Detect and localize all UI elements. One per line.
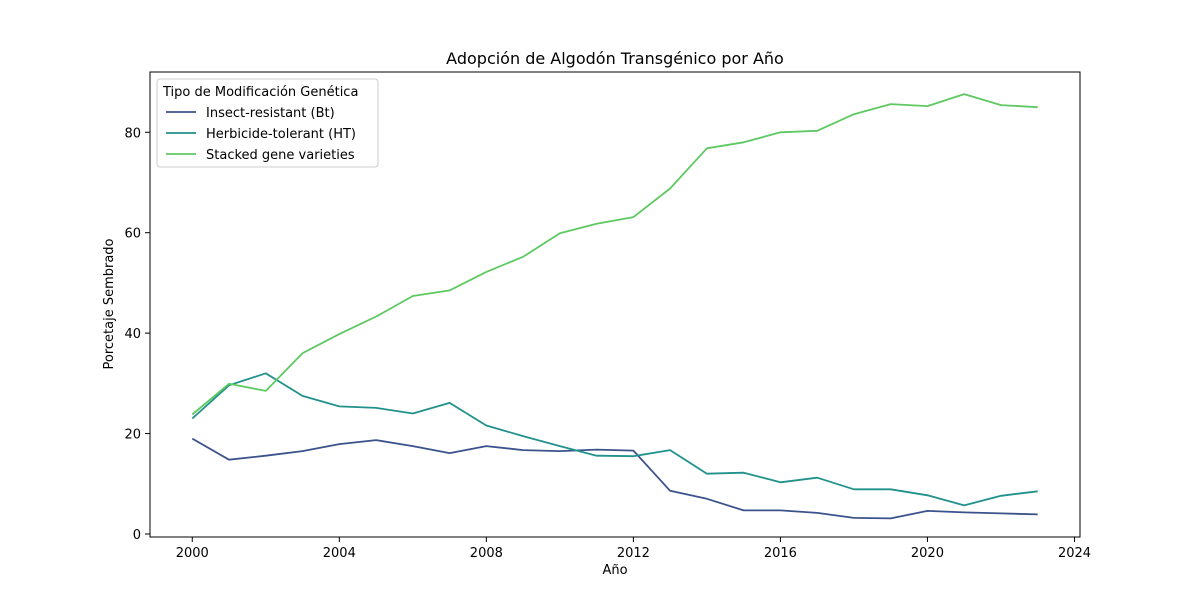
y-tick-label: 20 [124,428,141,443]
series-line-1 [191,437,1038,520]
y-axis-label: Porcetaje Sembrado [102,238,117,369]
series-line-2 [191,372,1038,507]
x-axis: 2000 2004 2008 2012 2016 2020 2024 [176,537,1091,561]
legend-entry-label: Insect-resistant (Bt) [206,106,335,121]
x-axis-label: Año [602,563,627,578]
x-tick-label: 2020 [911,546,944,561]
legend-entry-label: Herbicide-tolerant (HT) [206,127,356,142]
y-tick-label: 80 [124,126,141,141]
x-tick-label: 2000 [176,546,209,561]
legend-box [156,78,379,168]
x-tick-label: 2008 [470,546,503,561]
y-tick-label: 60 [124,227,141,242]
legend-entry-label: Stacked gene varieties [206,148,355,163]
legend-title: Tipo de Modificación Genética [162,85,358,100]
y-axis: 0 20 40 60 80 [124,126,150,543]
axes-frame [149,71,1081,538]
chart-title: Adopción de Algodón Transgénico por Año [446,49,784,68]
legend: Tipo de Modificación Genética Insect-res… [156,78,379,168]
x-tick-label: 2024 [1058,546,1091,561]
y-tick-label: 0 [133,528,141,543]
x-tick-label: 2012 [617,546,650,561]
y-tick-label: 40 [124,327,141,342]
plot-area [191,93,1038,520]
x-tick-label: 2016 [764,546,797,561]
series-line-3 [191,93,1038,416]
x-tick-label: 2004 [323,546,356,561]
